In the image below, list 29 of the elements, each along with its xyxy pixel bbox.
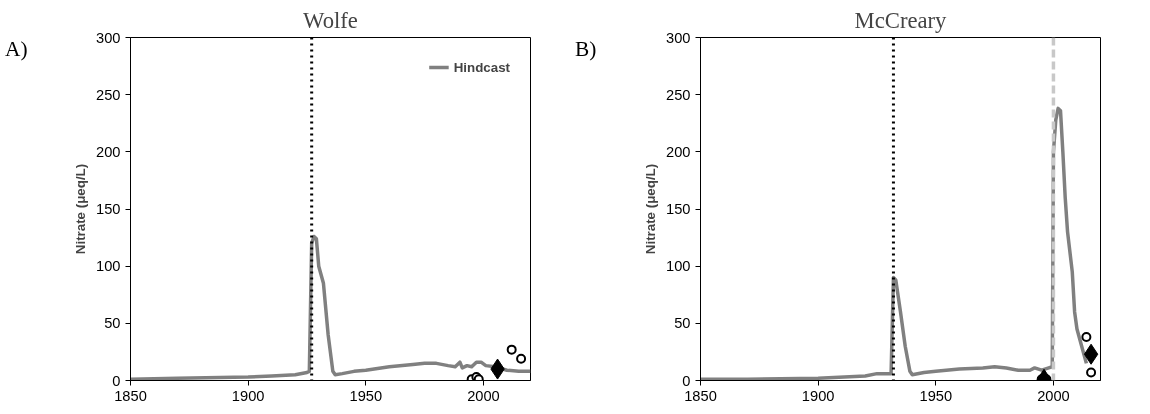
y-tick-label: 100 <box>96 258 121 275</box>
y-tick-label: 250 <box>666 86 691 103</box>
y-tick-label: 300 <box>96 29 121 46</box>
y-axis-title: Nitrate (μeq/L) <box>73 163 89 255</box>
y-axis-title: Nitrate (μeq/L) <box>643 163 659 255</box>
x-tick-label: 1900 <box>801 387 835 404</box>
text: A) <box>5 36 28 63</box>
x-tick-label: 2000 <box>1037 387 1070 404</box>
x-tick-label: 1850 <box>684 387 717 404</box>
x-tick-label: 2000 <box>467 387 500 404</box>
y-tick-label: 0 <box>112 372 121 389</box>
y-tick-label: 200 <box>666 143 691 160</box>
chart-title: Wolfe <box>303 7 358 33</box>
x-tick-label: 1950 <box>919 387 953 404</box>
text: B) <box>575 36 597 63</box>
y-tick-label: 0 <box>682 372 691 389</box>
x-tick-label: 1850 <box>114 387 147 404</box>
chart-title: McCreary <box>854 7 948 33</box>
y-tick-label: 150 <box>666 201 691 217</box>
y-tick-label: 250 <box>96 86 121 103</box>
y-tick-label: 300 <box>666 29 691 46</box>
y-tick-label: 50 <box>104 315 121 332</box>
legend-label: Hindcast <box>453 59 510 75</box>
x-tick-label: 1900 <box>231 387 265 404</box>
y-tick-label: 150 <box>96 201 121 217</box>
y-tick-label: 100 <box>666 258 691 275</box>
y-tick-label: 200 <box>96 143 121 160</box>
y-tick-label: 50 <box>674 315 691 332</box>
x-tick-label: 1950 <box>349 387 383 404</box>
